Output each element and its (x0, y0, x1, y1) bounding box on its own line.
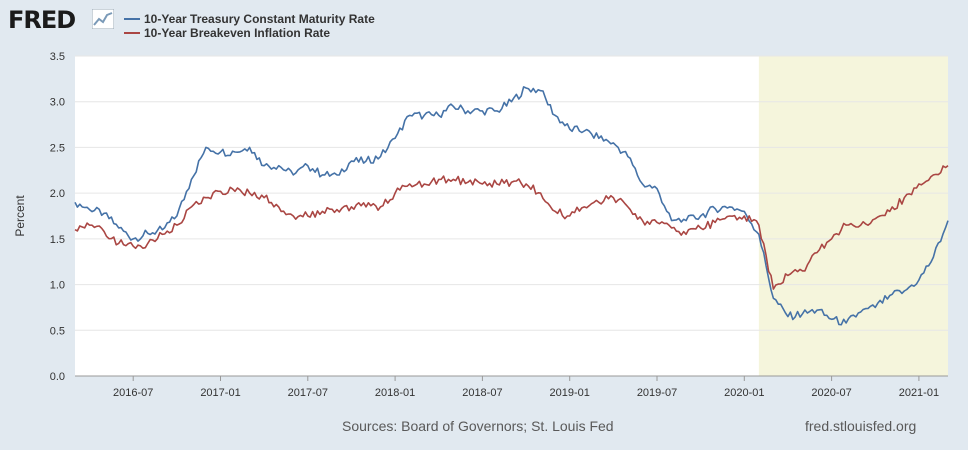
y-tick-label: 3.5 (50, 51, 65, 63)
header: FRED 10-Year Treasury Constant Maturity … (0, 0, 968, 48)
y-axis-label: Percent (13, 195, 27, 237)
x-tick-label: 2018-07 (462, 387, 502, 399)
x-tick-label: 2017-01 (200, 387, 240, 399)
x-tick-label: 2019-07 (637, 387, 677, 399)
line-chart: 0.0 0.5 1.0 1.5 2.0 2.5 3.0 3.5 2016-07 2017-01 2… (13, 51, 949, 399)
x-tick-label: 2020-01 (724, 387, 764, 399)
recession-shade (758, 56, 948, 376)
x-tick-label: 2016-07 (113, 387, 153, 399)
y-tick-label: 3.0 (50, 97, 65, 109)
legend-label-treasury: 10-Year Treasury Constant Maturity Rate (144, 12, 375, 26)
legend: 10-Year Treasury Constant Maturity Rate … (124, 12, 375, 40)
y-tick-label: 2.0 (50, 188, 65, 200)
x-tick-label: 2019-01 (550, 387, 590, 399)
fred-logo[interactable]: FRED (8, 6, 76, 34)
footer-sources: Sources: Board of Governors; St. Louis F… (342, 418, 614, 434)
treasury-rate-line (74, 86, 949, 326)
legend-item-treasury: 10-Year Treasury Constant Maturity Rate (124, 12, 375, 26)
footer-url[interactable]: fred.stlouisfed.org (805, 418, 917, 434)
y-tick-label: 0.5 (50, 325, 65, 337)
legend-swatch-breakeven (124, 32, 140, 34)
y-tick-label: 2.5 (50, 142, 65, 154)
x-tick-label: 2021-01 (899, 387, 939, 399)
y-tick-label: 1.0 (50, 280, 65, 292)
legend-label-breakeven: 10-Year Breakeven Inflation Rate (144, 26, 331, 40)
y-tick-label: 1.5 (50, 234, 65, 246)
legend-swatch-treasury (124, 18, 140, 20)
y-tick-label: 0.0 (50, 371, 65, 383)
x-tick-label: 2020-07 (811, 387, 851, 399)
x-tick-label: 2017-07 (288, 387, 328, 399)
breakeven-inflation-line (74, 165, 949, 290)
x-tick-label: 2018-01 (375, 387, 415, 399)
legend-item-breakeven: 10-Year Breakeven Inflation Rate (124, 26, 375, 40)
line-chart-icon (92, 9, 114, 29)
